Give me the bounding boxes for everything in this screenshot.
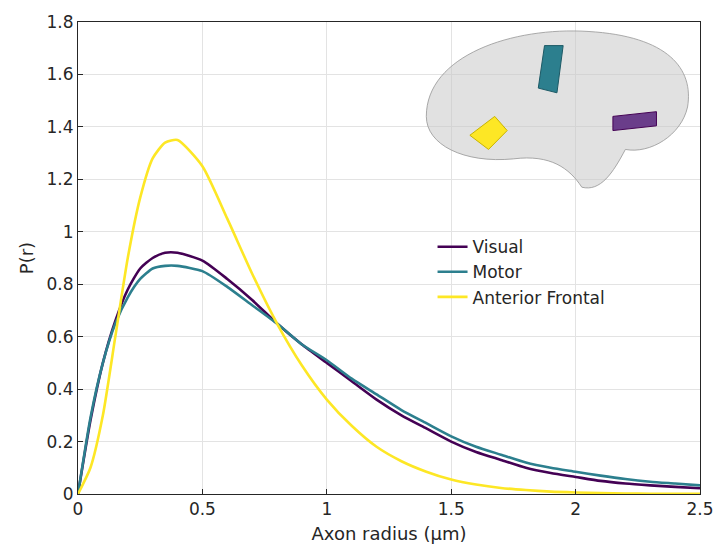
svg-text:1.2: 1.2 (47, 169, 74, 189)
svg-text:0.8: 0.8 (47, 274, 74, 294)
svg-text:Anterior Frontal: Anterior Frontal (473, 288, 605, 308)
svg-text:Axon radius (μm): Axon radius (μm) (312, 523, 467, 544)
svg-text:0.6: 0.6 (47, 327, 74, 347)
svg-text:0.5: 0.5 (189, 499, 216, 519)
svg-text:Visual: Visual (473, 237, 524, 257)
svg-text:1.8: 1.8 (47, 12, 74, 32)
svg-text:1.5: 1.5 (438, 499, 465, 519)
svg-text:0.4: 0.4 (47, 379, 74, 399)
svg-text:2: 2 (570, 499, 581, 519)
svg-text:1: 1 (63, 222, 74, 242)
svg-text:Motor: Motor (473, 262, 522, 282)
svg-text:2.5: 2.5 (686, 499, 713, 519)
svg-text:P(r): P(r) (16, 242, 37, 274)
svg-text:0.2: 0.2 (47, 432, 74, 452)
svg-text:0: 0 (73, 499, 84, 519)
svg-text:0: 0 (63, 484, 74, 504)
svg-text:1: 1 (321, 499, 332, 519)
svg-text:1.6: 1.6 (47, 64, 74, 84)
svg-text:1.4: 1.4 (47, 117, 74, 137)
